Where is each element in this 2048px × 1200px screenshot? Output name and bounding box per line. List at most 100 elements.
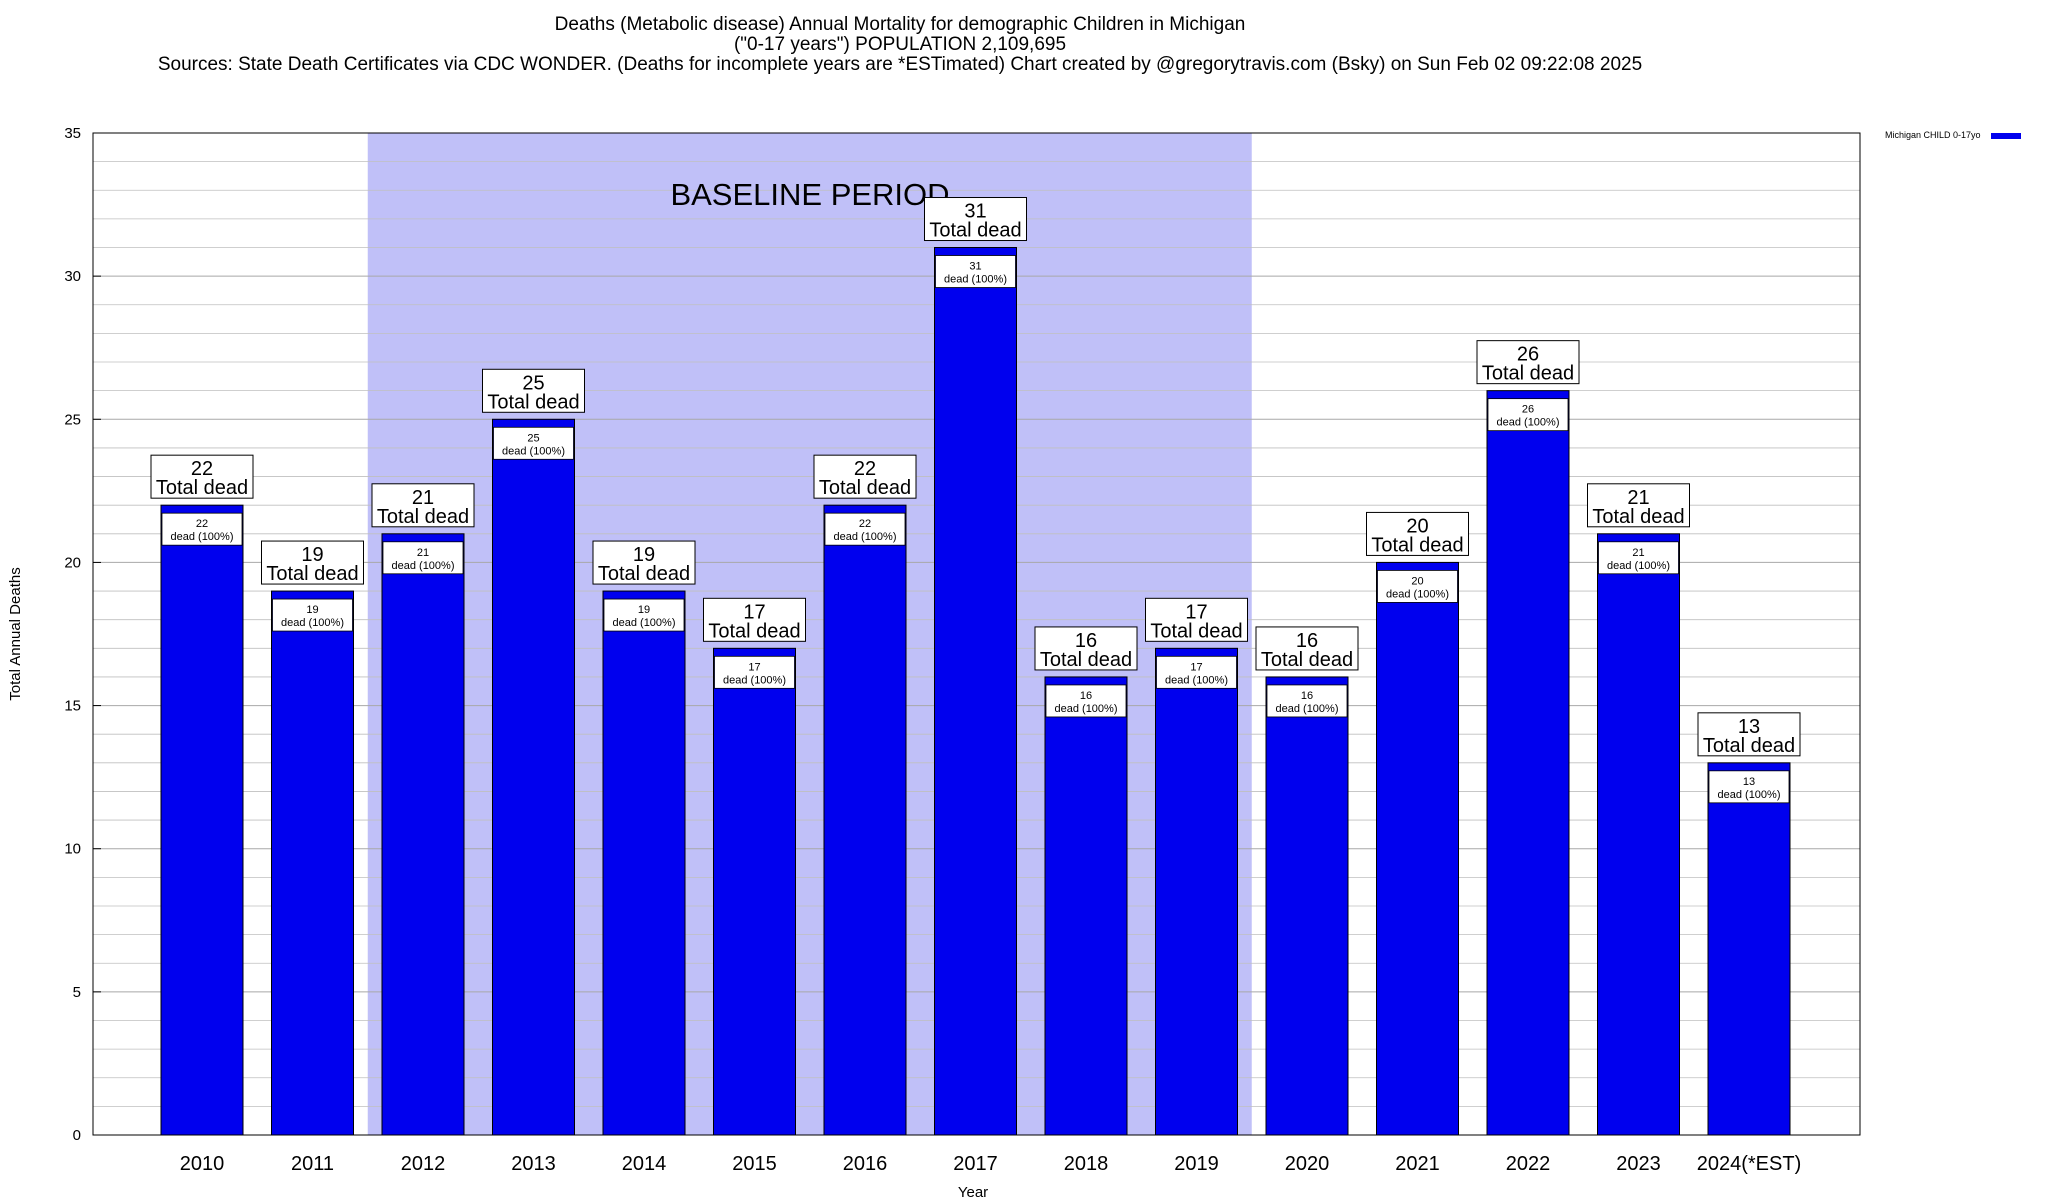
bar-inner-value: 17 (1190, 661, 1202, 673)
x-tick-label: 2020 (1285, 1153, 1330, 1175)
bar-inner-percent: dead (100%) (1718, 789, 1781, 801)
bar-inner-percent: dead (100%) (392, 560, 455, 572)
bar-top-label-box (482, 368, 585, 413)
bar-inner-label-box (1377, 570, 1458, 603)
bar-inner-label-box (603, 598, 685, 632)
bar (492, 418, 575, 1136)
bar-top-label-box (150, 454, 254, 499)
bar-inner-value: 20 (1411, 575, 1423, 587)
bar-inner-percent: dead (100%) (1055, 703, 1118, 715)
y-axis-label: Total Annual Deaths (7, 567, 24, 700)
bar-top-label-box (1034, 626, 1138, 671)
bar-top-caption: Total dead (708, 620, 800, 642)
chart-title-line-1: Deaths (Metabolic disease) Annual Mortal… (554, 14, 1246, 35)
bar-inner-percent: dead (100%) (1497, 417, 1560, 429)
bar-inner-value: 31 (969, 261, 981, 273)
bar-inner-percent: dead (100%) (834, 531, 897, 543)
x-tick-label: 2023 (1616, 1153, 1661, 1175)
bar-top-value: 22 (191, 458, 213, 480)
bar-top-caption: Total dead (1482, 363, 1574, 385)
bar-top-caption: Total dead (266, 563, 358, 585)
bar-top-label-box (703, 597, 806, 642)
bar-inner-label-box (1266, 684, 1348, 718)
bar-top-label-box (1255, 626, 1359, 671)
bar (602, 590, 686, 1136)
bar-top-caption: Total dead (1261, 649, 1353, 671)
bar-inner-label-box (1708, 770, 1790, 804)
bar-inner-label-box (1598, 541, 1679, 575)
bar (271, 590, 354, 1136)
bar-inner-percent: dead (100%) (281, 617, 344, 629)
bar-inner-value: 26 (1522, 404, 1534, 416)
x-tick-label: 2022 (1506, 1153, 1551, 1175)
chart-title-line-2: ("0-17 years") POPULATION 2,109,695 (733, 34, 1067, 55)
bar-inner-label-box (272, 598, 353, 632)
bar-top-value: 16 (1296, 630, 1318, 652)
y-tick-label: 0 (73, 1127, 81, 1144)
bar (1486, 390, 1570, 1136)
y-tick-label: 5 (73, 984, 81, 1001)
bar-top-value: 17 (743, 601, 765, 623)
bar-top-label-box (813, 454, 917, 499)
bar-inner-label-box (382, 541, 464, 575)
x-tick-label: 2021 (1395, 1153, 1440, 1175)
bar (1707, 762, 1791, 1136)
x-tick-label: 2018 (1064, 1153, 1109, 1175)
x-axis-label: Year (958, 1184, 988, 1200)
bar-inner-value: 17 (748, 661, 760, 673)
bar-top-caption: Total dead (819, 477, 911, 499)
x-tick-label: 2011 (291, 1153, 334, 1175)
x-tick-label: 2024(*EST) (1697, 1153, 1802, 1175)
bar-top-caption: Total dead (1592, 506, 1684, 528)
bar-top-value: 17 (1185, 601, 1207, 623)
bar-inner-value: 21 (417, 547, 429, 559)
bar-top-value: 19 (301, 544, 323, 566)
bar-top-label-box (592, 540, 696, 585)
bar (1044, 676, 1128, 1136)
bar-inner-value: 16 (1301, 690, 1313, 702)
bar-top-value: 26 (1517, 344, 1539, 366)
bar-top-label-box (1366, 511, 1469, 556)
bar-top-value: 22 (854, 458, 876, 480)
baseline-period-label: BASELINE PERIOD (670, 177, 949, 212)
bar-top-value: 21 (412, 487, 434, 509)
bar-inner-value: 21 (1632, 547, 1644, 559)
chart-source-line: Sources: State Death Certificates via CD… (157, 54, 1643, 75)
bar-inner-value: 16 (1080, 690, 1092, 702)
bar-top-label-box (1145, 597, 1248, 642)
bar-inner-percent: dead (100%) (1607, 560, 1670, 572)
legend-label: Michigan CHILD 0-17yo (1885, 130, 1981, 140)
bar-inner-percent: dead (100%) (1386, 588, 1449, 600)
bar-inner-percent: dead (100%) (502, 445, 565, 457)
bar-top-label-box (1587, 483, 1690, 528)
x-tick-label: 2019 (1174, 1153, 1219, 1175)
x-tick-label: 2013 (511, 1153, 556, 1175)
bar-inner-label-box (161, 512, 243, 546)
bar-top-value: 31 (964, 201, 986, 223)
bar-top-value: 19 (633, 544, 655, 566)
bar-top-label-box (1697, 712, 1801, 757)
bar-inner-value: 25 (527, 432, 539, 444)
bar (1155, 647, 1238, 1136)
bar-top-caption: Total dead (156, 477, 248, 499)
bar-inner-percent: dead (100%) (1276, 703, 1339, 715)
bar-top-caption: Total dead (598, 563, 690, 585)
bar (823, 504, 907, 1136)
legend: Michigan CHILD 0-17yo (1885, 130, 2022, 140)
bar-inner-percent: dead (100%) (944, 274, 1007, 286)
bar-inner-label-box (1156, 655, 1237, 689)
bar-inner-value: 13 (1743, 776, 1755, 788)
y-tick-label: 15 (64, 698, 81, 715)
y-tick-label: 25 (64, 411, 81, 428)
y-tick-label: 20 (64, 554, 81, 571)
bar-top-caption: Total dead (929, 220, 1021, 242)
bar-top-value: 13 (1738, 716, 1760, 738)
y-tick-label: 30 (64, 268, 81, 285)
plot-frame (92, 132, 1861, 1136)
bar-top-label-box (1476, 340, 1580, 385)
bar (160, 504, 244, 1136)
x-tick-label: 2014 (622, 1153, 667, 1175)
bar-top-caption: Total dead (1150, 620, 1242, 642)
x-tick-label: 2016 (843, 1153, 888, 1175)
